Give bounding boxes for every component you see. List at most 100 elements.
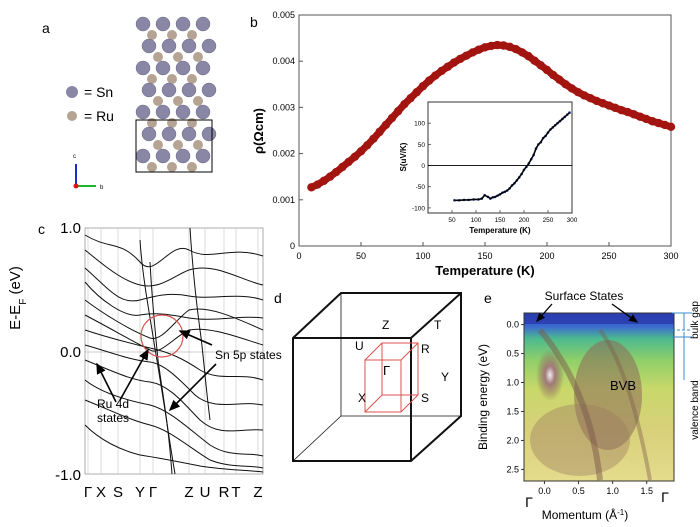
ru-atom	[147, 74, 157, 84]
sn-atom	[195, 16, 211, 32]
kpath-label: U	[200, 484, 211, 501]
sn-atom	[181, 126, 197, 142]
ru-atom	[147, 30, 157, 40]
ru-atom	[173, 52, 183, 62]
bz-label-z: Z	[382, 318, 389, 332]
arpes-y-tick: 1.5	[506, 406, 519, 416]
sn-atom	[181, 38, 197, 54]
resistivity-y-tick: 0	[290, 241, 295, 251]
axis-b-label: b	[100, 185, 104, 191]
ru-atom	[167, 74, 177, 84]
ru-atom	[153, 52, 163, 62]
seebeck-x-tick: 300	[567, 217, 578, 224]
arpes-gamma-right: Γ	[661, 489, 669, 505]
resistivity-x-tick: 100	[415, 251, 430, 261]
resistivity-y-ticks: 0 0.001 0.002 0.003 0.004 0.005	[272, 10, 303, 251]
kpath-label: Γ	[149, 484, 157, 501]
bz-label-x: X	[358, 391, 366, 405]
axes-glyph: c b	[73, 154, 104, 191]
sn-atom	[175, 148, 191, 164]
arpes-x-ticks: 0.0 0.5 1.0 1.5	[538, 481, 653, 496]
kpath-label: S	[113, 484, 123, 501]
kpath-label: Y	[135, 484, 145, 501]
bz-label-s: S	[421, 391, 429, 405]
sn-atom	[161, 126, 177, 142]
arpes-gamma-left: Γ	[525, 494, 533, 510]
sn-atom	[155, 60, 171, 76]
sn-atom	[155, 148, 171, 164]
ru-atom	[187, 30, 197, 40]
ru-atom	[173, 140, 183, 150]
bz-inner-box	[364, 342, 419, 413]
arpes-y-tick: 1.0	[506, 378, 519, 388]
ru-atom	[153, 140, 163, 150]
seebeck-inset: -100 -50 0 50 100 50 100 150 200 250 300 Temperat…	[399, 101, 578, 235]
bz-label-u: U	[355, 339, 364, 353]
band-curve	[84, 314, 264, 352]
axis-c-label: c	[73, 154, 76, 160]
resistivity-x-tick: 0	[296, 251, 301, 261]
arpes-y-tick: 2.0	[506, 435, 519, 445]
bz-label-gamma: Γ	[383, 363, 390, 378]
resistivity-x-tick: 200	[539, 251, 554, 261]
arpes-chart: 0.0 0.5 1.0 1.5 2.0 2.5 0.0 0.5 1.0 1.5 Binding …	[476, 289, 700, 522]
band-curve	[84, 234, 264, 268]
sn-atom	[195, 148, 211, 164]
ru-atom	[193, 140, 203, 150]
brillouin-zone-diagram: Z T U R Γ Y X S	[292, 292, 462, 462]
sn-atom	[135, 104, 151, 120]
band-curve	[84, 329, 264, 381]
arpes-x-tick: 1.0	[606, 486, 619, 496]
ru-atom	[147, 162, 157, 172]
valence-band-label: valence band	[690, 380, 700, 440]
seebeck-y-label: S(uV/K)	[399, 142, 408, 171]
band-curve	[189, 227, 211, 421]
ru-atom	[167, 162, 177, 172]
seebeck-x-label: Temperature (K)	[469, 226, 531, 235]
band-curve	[84, 359, 264, 432]
kpath-label: X	[96, 484, 106, 501]
resistivity-y-tick: 0.003	[272, 102, 295, 112]
band-curve	[84, 344, 264, 406]
panel-label-a: a	[42, 20, 50, 36]
resistivity-y-tick: 0.002	[272, 149, 295, 159]
sn-legend-marker	[66, 86, 78, 98]
seebeck-y-ticks: -100 -50 0 50 100	[412, 121, 431, 212]
panel-label-b: b	[250, 14, 258, 30]
ru-atom	[153, 96, 163, 106]
kpath-label: T	[231, 484, 240, 501]
band-y-tick-0: 0.0	[60, 344, 81, 361]
sn-atom	[175, 104, 191, 120]
seebeck-y-tick: -100	[412, 205, 425, 212]
resistivity-x-label: Temperature (K)	[435, 263, 534, 278]
band-curve	[84, 249, 264, 287]
ru-legend-marker	[67, 111, 77, 121]
resistivity-chart: 0 0.001 0.002 0.003 0.004 0.005 0 50 100 150 200 2…	[251, 10, 679, 278]
bz-label-t: T	[434, 318, 442, 332]
seebeck-x-tick: 150	[495, 217, 506, 224]
arpes-y-tick: 0.0	[506, 320, 519, 330]
arpes-y-label: Binding energy (eV)	[476, 344, 490, 450]
resistivity-x-ticks: 0 50 100 150 200 250 300	[296, 242, 679, 261]
resistivity-y-tick: 0.004	[272, 56, 295, 66]
seebeck-x-tick: 250	[543, 217, 554, 224]
sn-atom	[161, 82, 177, 98]
ru-atom	[187, 162, 197, 172]
arpes-y-tick: 2.5	[506, 464, 519, 474]
kpath-label: Z	[253, 484, 262, 501]
ru-legend-label: = Ru	[84, 108, 114, 124]
ru4d-annotation-2: states	[97, 411, 129, 425]
surface-states-label: Surface States	[545, 289, 624, 303]
sn-atom	[141, 82, 157, 98]
band-curve	[84, 399, 264, 469]
ru4d-annotation-1: Ru 4d	[97, 397, 129, 411]
seebeck-fit-line	[454, 111, 571, 202]
sn-atom	[201, 126, 217, 142]
arpes-x-tick: 0.0	[538, 486, 551, 496]
band-y-label: E-EF (eV)	[7, 266, 29, 330]
sn-legend-label: = Sn	[84, 84, 113, 100]
band-plot-frame	[84, 227, 264, 475]
kpath-label: Γ	[84, 484, 92, 501]
